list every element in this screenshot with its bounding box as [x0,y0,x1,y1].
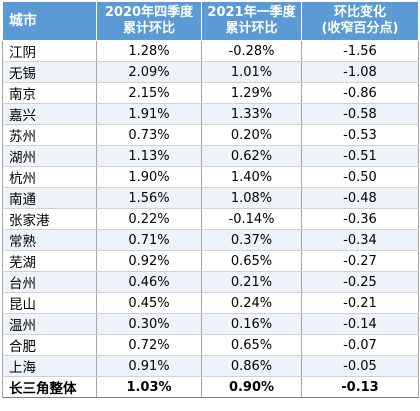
cell-q1-2021: 1.40% [201,166,302,188]
header-q1-2021-line2: 累计环比 [225,21,278,36]
table-row: 芜湖 0.92% 0.65% -0.27 [2,250,419,272]
cell-city: 杭州 [2,166,97,188]
cell-q4-2020: 0.71% [96,229,202,251]
cell-q4-2020: 0.45% [96,292,202,314]
cell-city: 上海 [2,355,97,377]
header-q1-2021: 2021年一季度 累计环比 [201,1,302,41]
cell-q1-2021: 0.21% [201,271,302,293]
cell-q4-2020: 0.91% [96,355,202,377]
cell-city: 昆山 [2,292,97,314]
cell-q1-2021: 0.37% [201,229,302,251]
table-body: 江阴 1.28% -0.28% -1.56 无锡 2.09% 1.01% -1.08 南京 2.1… [2,40,419,398]
cell-q4-2020: 0.92% [96,250,202,272]
cell-change: -0.58 [301,103,419,125]
cell-change: -0.27 [301,250,419,272]
cell-city: 南京 [2,82,97,104]
header-change-line1: 环比变化 [333,5,386,20]
table-row: 合肥 0.72% 0.65% -0.07 [2,334,419,356]
cell-city: 无锡 [2,61,97,83]
cell-q4-2020: 1.56% [96,187,202,209]
cell-change: -0.21 [301,292,419,314]
total-cell-q1-2021: 0.90% [201,376,302,398]
header-q4-2020: 2020年四季度 累计环比 [96,1,202,41]
cell-q1-2021: 0.16% [201,313,302,335]
table-row: 杭州 1.90% 1.40% -0.50 [2,166,419,188]
cell-q1-2021: 1.08% [201,187,302,209]
cell-q1-2021: 1.33% [201,103,302,125]
cell-change: -0.25 [301,271,419,293]
header-q4-2020-line2: 累计环比 [122,21,175,36]
cell-change: -0.34 [301,229,419,251]
cell-q1-2021: -0.28% [201,40,302,62]
cell-q4-2020: 0.30% [96,313,202,335]
cell-q4-2020: 0.72% [96,334,202,356]
table-row: 台州 0.46% 0.21% -0.25 [2,271,419,293]
total-cell-change: -0.13 [301,376,419,398]
cell-change: -1.56 [301,40,419,62]
cell-q1-2021: 1.01% [201,61,302,83]
table-row: 南京 2.15% 1.29% -0.86 [2,82,419,104]
cell-change: -0.50 [301,166,419,188]
cell-city: 温州 [2,313,97,335]
cell-q4-2020: 0.22% [96,208,202,230]
cell-q1-2021: 0.65% [201,250,302,272]
header-q1-2021-line1: 2021年一季度 [207,5,296,20]
cell-q4-2020: 1.91% [96,103,202,125]
cell-city: 台州 [2,271,97,293]
cell-city: 南通 [2,187,97,209]
cell-q4-2020: 1.13% [96,145,202,167]
table-row: 湖州 1.13% 0.62% -0.51 [2,145,419,167]
table-row: 无锡 2.09% 1.01% -1.08 [2,61,419,83]
cell-city: 芜湖 [2,250,97,272]
cell-change: -0.86 [301,82,419,104]
cell-city: 常熟 [2,229,97,251]
cell-q4-2020: 0.73% [96,124,202,146]
total-row: 长三角整体 1.03% 0.90% -0.13 [2,376,419,398]
cell-q1-2021: 0.65% [201,334,302,356]
cell-q1-2021: 1.29% [201,82,302,104]
table-row: 南通 1.56% 1.08% -0.48 [2,187,419,209]
header-change-line2: (收窄百分点) [321,21,399,36]
table-row: 温州 0.30% 0.16% -0.14 [2,313,419,335]
table-row: 常熟 0.71% 0.37% -0.34 [2,229,419,251]
table-row: 上海 0.91% 0.86% -0.05 [2,355,419,377]
table-row: 张家港 0.22% -0.14% -0.36 [2,208,419,230]
city-change-table: 城市 2020年四季度 累计环比 2021年一季度 累计环比 环比变化 (收窄百… [2,1,419,398]
cell-change: -1.08 [301,61,419,83]
table-row: 江阴 1.28% -0.28% -1.56 [2,40,419,62]
cell-q1-2021: 0.20% [201,124,302,146]
cell-change: -0.48 [301,187,419,209]
cell-q4-2020: 1.90% [96,166,202,188]
cell-q4-2020: 0.46% [96,271,202,293]
cell-change: -0.53 [301,124,419,146]
cell-change: -0.05 [301,355,419,377]
cell-change: -0.36 [301,208,419,230]
header-change: 环比变化 (收窄百分点) [301,1,419,41]
cell-q4-2020: 2.09% [96,61,202,83]
cell-city: 江阴 [2,40,97,62]
table-row: 昆山 0.45% 0.24% -0.21 [2,292,419,314]
cell-q1-2021: 0.24% [201,292,302,314]
header-city: 城市 [2,1,97,41]
header-row: 城市 2020年四季度 累计环比 2021年一季度 累计环比 环比变化 (收窄百… [2,1,419,41]
cell-city: 嘉兴 [2,103,97,125]
table-row: 嘉兴 1.91% 1.33% -0.58 [2,103,419,125]
cell-city: 张家港 [2,208,97,230]
cell-change: -0.07 [301,334,419,356]
cell-city: 合肥 [2,334,97,356]
table-row: 苏州 0.73% 0.20% -0.53 [2,124,419,146]
cell-q1-2021: -0.14% [201,208,302,230]
cell-change: -0.14 [301,313,419,335]
header-q4-2020-line1: 2020年四季度 [104,5,194,20]
cell-change: -0.51 [301,145,419,167]
cell-q1-2021: 0.62% [201,145,302,167]
cell-q1-2021: 0.86% [201,355,302,377]
cell-city: 苏州 [2,124,97,146]
cell-q4-2020: 1.28% [96,40,202,62]
cell-q4-2020: 2.15% [96,82,202,104]
total-cell-q4-2020: 1.03% [96,376,202,398]
cell-city: 湖州 [2,145,97,167]
total-cell-city: 长三角整体 [2,376,97,398]
